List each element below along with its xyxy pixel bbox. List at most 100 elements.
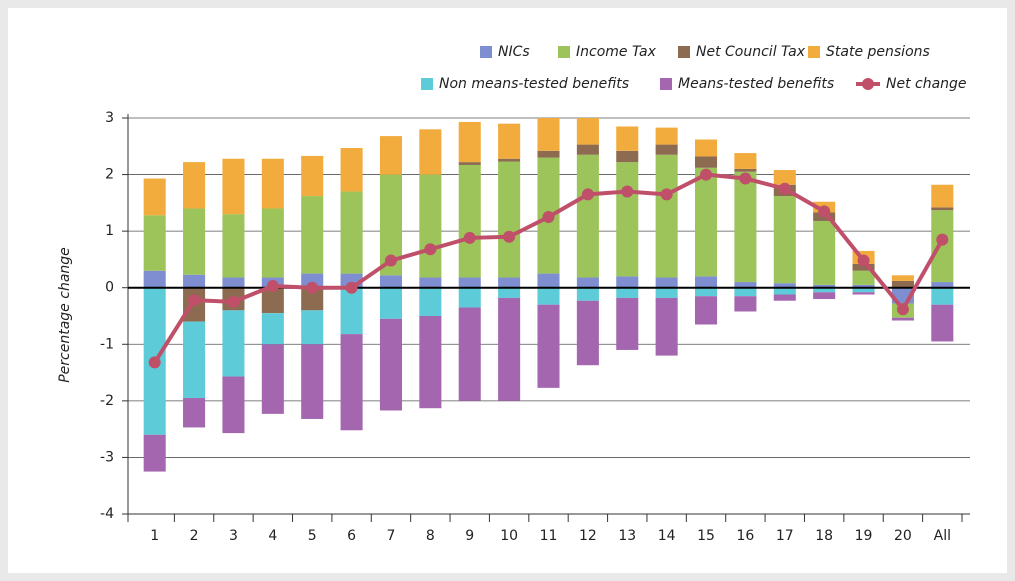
bar-segment [773, 196, 796, 284]
bar-segment [301, 287, 324, 311]
bar-segment [222, 158, 245, 215]
bar-segment [931, 207, 954, 211]
bar-segment [498, 123, 521, 159]
bar-segment [458, 307, 481, 401]
bar-segment [301, 155, 324, 197]
y-tick-label: -2 [100, 393, 114, 409]
bar-segment [301, 273, 324, 288]
bar-segment [379, 318, 403, 411]
legend-swatch [678, 46, 690, 58]
bar-segment [379, 275, 403, 288]
bar-segment [419, 174, 442, 278]
bar-segment [655, 297, 678, 356]
bar-segment [143, 178, 166, 216]
bar-segment [340, 191, 363, 274]
bar-segment [498, 287, 521, 298]
y-tick-label: -4 [100, 506, 114, 522]
bar-segment [734, 296, 757, 312]
net-point [857, 254, 870, 267]
bar-segment [813, 292, 836, 300]
legend-label: NICs [498, 44, 530, 60]
bar-segment [183, 398, 206, 428]
net-point [424, 243, 437, 256]
x-tick-label: 3 [229, 528, 238, 544]
bar-segment [576, 118, 599, 145]
net-point [148, 356, 161, 369]
bar-segment [498, 161, 521, 278]
bar-segment [616, 297, 639, 350]
bar-segment [852, 287, 875, 293]
net-point [188, 294, 201, 307]
x-tick-label: 17 [776, 528, 794, 544]
x-tick-label: 11 [540, 528, 558, 544]
bar-segment [813, 284, 836, 288]
bar-segment [931, 184, 954, 208]
bar-segment [143, 434, 166, 472]
bar-segment [419, 277, 442, 288]
x-tick-label: 13 [618, 528, 636, 544]
x-tick-label: 20 [894, 528, 912, 544]
bar-segment [734, 168, 757, 172]
bar-segment [498, 158, 521, 162]
bar-segment [340, 334, 363, 431]
y-tick-label: -3 [100, 449, 114, 465]
legend-label: Income Tax [576, 44, 657, 60]
bar-segment [458, 121, 481, 163]
x-tick-label: 6 [347, 528, 356, 544]
x-tick-label: 4 [268, 528, 277, 544]
bar-segment [576, 277, 599, 288]
legend-swatch [660, 78, 672, 90]
net-point [700, 168, 713, 181]
x-tick-label: 2 [190, 528, 199, 544]
bar-segment [261, 344, 284, 414]
bar-segment [931, 282, 954, 288]
bar-segment [537, 273, 560, 288]
bar-segment [773, 294, 796, 301]
legend-marker [862, 78, 874, 90]
net-point [936, 233, 949, 246]
net-point [739, 172, 752, 185]
bar-segment [694, 287, 718, 297]
legend-label: Net change [886, 76, 967, 92]
net-point [778, 182, 791, 195]
bar-segment [379, 287, 403, 319]
legend-label: Non means-tested benefits [439, 76, 629, 92]
legend-label: Means-tested benefits [678, 76, 834, 92]
bar-segment [458, 287, 481, 308]
bar-segment [458, 277, 481, 288]
bar-segment [261, 208, 284, 278]
bar-segment [419, 287, 442, 316]
legend-swatch [480, 46, 492, 58]
bar-segment [183, 162, 206, 209]
bar-segment [655, 287, 678, 298]
x-tick-label: All [934, 528, 951, 544]
x-tick-label: 16 [736, 528, 754, 544]
bar-segment [852, 270, 875, 285]
bar-segment [261, 158, 284, 209]
bar-segment [616, 276, 639, 288]
bar-segment [773, 283, 796, 288]
y-tick-label: -1 [100, 336, 114, 352]
legend-swatch [558, 46, 570, 58]
net-point [345, 281, 358, 294]
legend-swatch [421, 78, 433, 90]
y-tick-label: 2 [105, 167, 114, 183]
y-tick-label: 1 [105, 223, 114, 239]
y-tick-label: 3 [105, 110, 114, 126]
bar-segment [655, 144, 678, 155]
y-axis-label: Percentage change [57, 247, 73, 383]
bar-segment [616, 162, 639, 277]
bar-segment [379, 174, 403, 276]
bar-segment [694, 296, 718, 325]
bar-segment [458, 164, 481, 278]
bar-segment [222, 277, 245, 288]
bar-segment [891, 280, 914, 288]
bar-segment [261, 313, 284, 345]
bar-segment [773, 287, 796, 295]
bar-segment [734, 153, 757, 169]
legend-swatch [808, 46, 820, 58]
bar-segment [301, 196, 324, 274]
bar-segment [655, 154, 678, 278]
bar-segment [931, 287, 954, 305]
